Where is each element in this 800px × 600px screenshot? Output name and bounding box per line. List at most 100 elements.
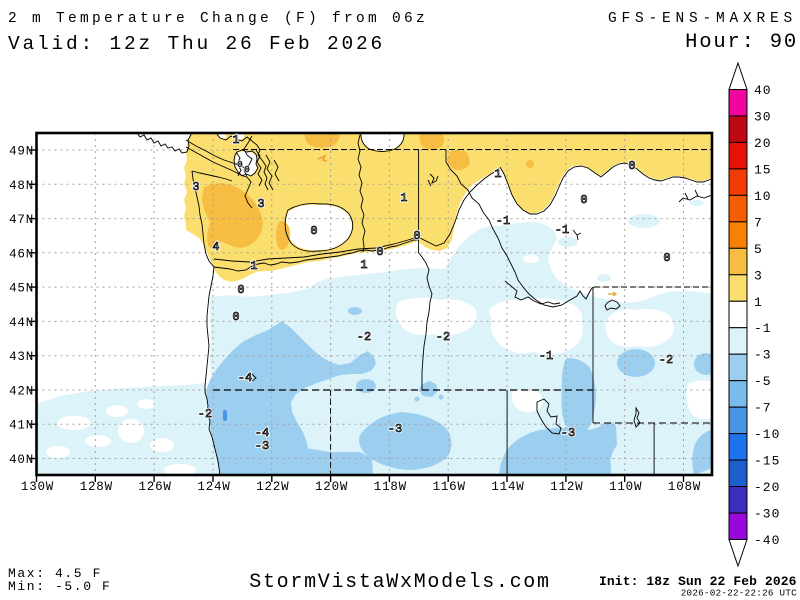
svg-text:7: 7 [754,215,763,230]
svg-text:-30: -30 [754,507,780,522]
svg-text:1: 1 [400,191,407,205]
svg-text:3: 3 [257,197,264,211]
svg-text:4: 4 [212,240,219,254]
svg-text:1: 1 [494,167,501,181]
svg-text:3: 3 [192,180,199,194]
svg-text:0: 0 [376,245,383,259]
svg-text:Init: 18z Sun 22 Feb 2026: Init: 18z Sun 22 Feb 2026 [599,574,797,589]
svg-text:44N: 44N [9,316,34,330]
svg-text:15: 15 [754,162,772,177]
svg-text:1: 1 [494,167,501,181]
svg-text:126W: 126W [138,480,171,494]
svg-text:0: 0 [580,193,587,207]
svg-text:40N: 40N [9,453,34,467]
svg-text:-2: -2 [357,330,371,344]
svg-text:Min: -5.0 F: Min: -5.0 F [8,579,111,594]
svg-text:0: 0 [244,165,249,175]
svg-text:42N: 42N [9,385,34,399]
svg-text:120W: 120W [315,480,348,494]
svg-text:-3: -3 [388,422,402,436]
svg-text:46N: 46N [9,247,34,261]
svg-text:-10: -10 [754,427,780,442]
svg-text:-4: -4 [238,371,252,385]
svg-text:47N: 47N [9,213,34,227]
svg-text:0: 0 [232,310,239,324]
svg-text:-3: -3 [754,348,772,363]
svg-text:-1: -1 [754,321,772,336]
svg-text:-2: -2 [357,330,371,344]
svg-text:-1: -1 [496,214,510,228]
svg-text:-3: -3 [255,439,269,453]
svg-text:-20: -20 [754,480,780,495]
svg-text:0: 0 [413,229,420,243]
svg-text:130W: 130W [21,480,54,494]
svg-text:StormVistaWxModels.com: StormVistaWxModels.com [249,571,550,594]
svg-text:0: 0 [580,193,587,207]
svg-text:0: 0 [232,310,239,324]
svg-text:0: 0 [628,159,635,173]
svg-text:0: 0 [237,283,244,297]
svg-text:108W: 108W [668,480,701,494]
svg-text:1: 1 [232,133,239,147]
svg-text:114W: 114W [491,480,524,494]
svg-text:-1: -1 [555,223,569,237]
svg-text:1: 1 [250,259,257,273]
svg-text:-1: -1 [539,349,553,363]
svg-text:3: 3 [754,268,763,283]
svg-text:-1: -1 [539,349,553,363]
svg-text:3: 3 [257,197,264,211]
svg-text:-2: -2 [436,330,450,344]
svg-text:1: 1 [360,258,367,272]
svg-text:-4: -4 [238,371,252,385]
svg-text:110W: 110W [609,480,642,494]
svg-text:122W: 122W [256,480,289,494]
svg-text:-1: -1 [496,214,510,228]
svg-text:-4: -4 [255,426,269,440]
svg-text:-2: -2 [659,353,673,367]
svg-text:41N: 41N [9,419,34,433]
svg-text:-15: -15 [754,454,780,469]
svg-text:0: 0 [244,165,249,175]
svg-text:2 m Temperature Change (F) fro: 2 m Temperature Change (F) from 06z [8,11,428,27]
svg-text:0: 0 [237,283,244,297]
svg-text:1: 1 [250,259,257,273]
svg-text:30: 30 [754,110,772,125]
svg-text:1: 1 [232,133,239,147]
svg-text:0: 0 [628,159,635,173]
svg-text:2026-02-22-22:26 UTC: 2026-02-22-22:26 UTC [681,588,797,599]
svg-text:-40: -40 [754,533,780,548]
svg-text:-3: -3 [255,439,269,453]
svg-text:128W: 128W [80,480,113,494]
svg-text:Hour: 90: Hour: 90 [685,31,798,54]
svg-text:-3: -3 [561,426,575,440]
svg-text:-1: -1 [555,223,569,237]
svg-text:40: 40 [754,83,772,98]
svg-text:-3: -3 [561,426,575,440]
svg-text:0: 0 [663,251,670,265]
svg-text:48N: 48N [9,179,34,193]
svg-text:3: 3 [192,180,199,194]
svg-text:-2: -2 [436,330,450,344]
svg-text:Max: 4.5 F: Max: 4.5 F [8,566,102,581]
svg-text:0: 0 [237,160,242,170]
svg-text:GFS-ENS-MAXRES: GFS-ENS-MAXRES [608,11,797,27]
svg-text:49N: 49N [9,145,34,159]
svg-text:0: 0 [237,160,242,170]
svg-text:Valid: 12z Thu 26 Feb 2026: Valid: 12z Thu 26 Feb 2026 [8,33,385,55]
svg-text:0: 0 [413,229,420,243]
svg-text:-4: -4 [255,426,269,440]
svg-text:-7: -7 [754,401,772,416]
svg-text:-5: -5 [754,374,772,389]
svg-text:-2: -2 [198,407,212,421]
svg-text:10: 10 [754,189,772,204]
svg-text:118W: 118W [374,480,407,494]
svg-text:1: 1 [400,191,407,205]
svg-text:-3: -3 [388,422,402,436]
svg-text:4: 4 [212,240,219,254]
svg-text:124W: 124W [197,480,230,494]
svg-text:0: 0 [310,224,317,238]
svg-text:1: 1 [754,295,763,310]
svg-text:0: 0 [310,224,317,238]
svg-text:116W: 116W [433,480,466,494]
svg-text:-2: -2 [659,353,673,367]
